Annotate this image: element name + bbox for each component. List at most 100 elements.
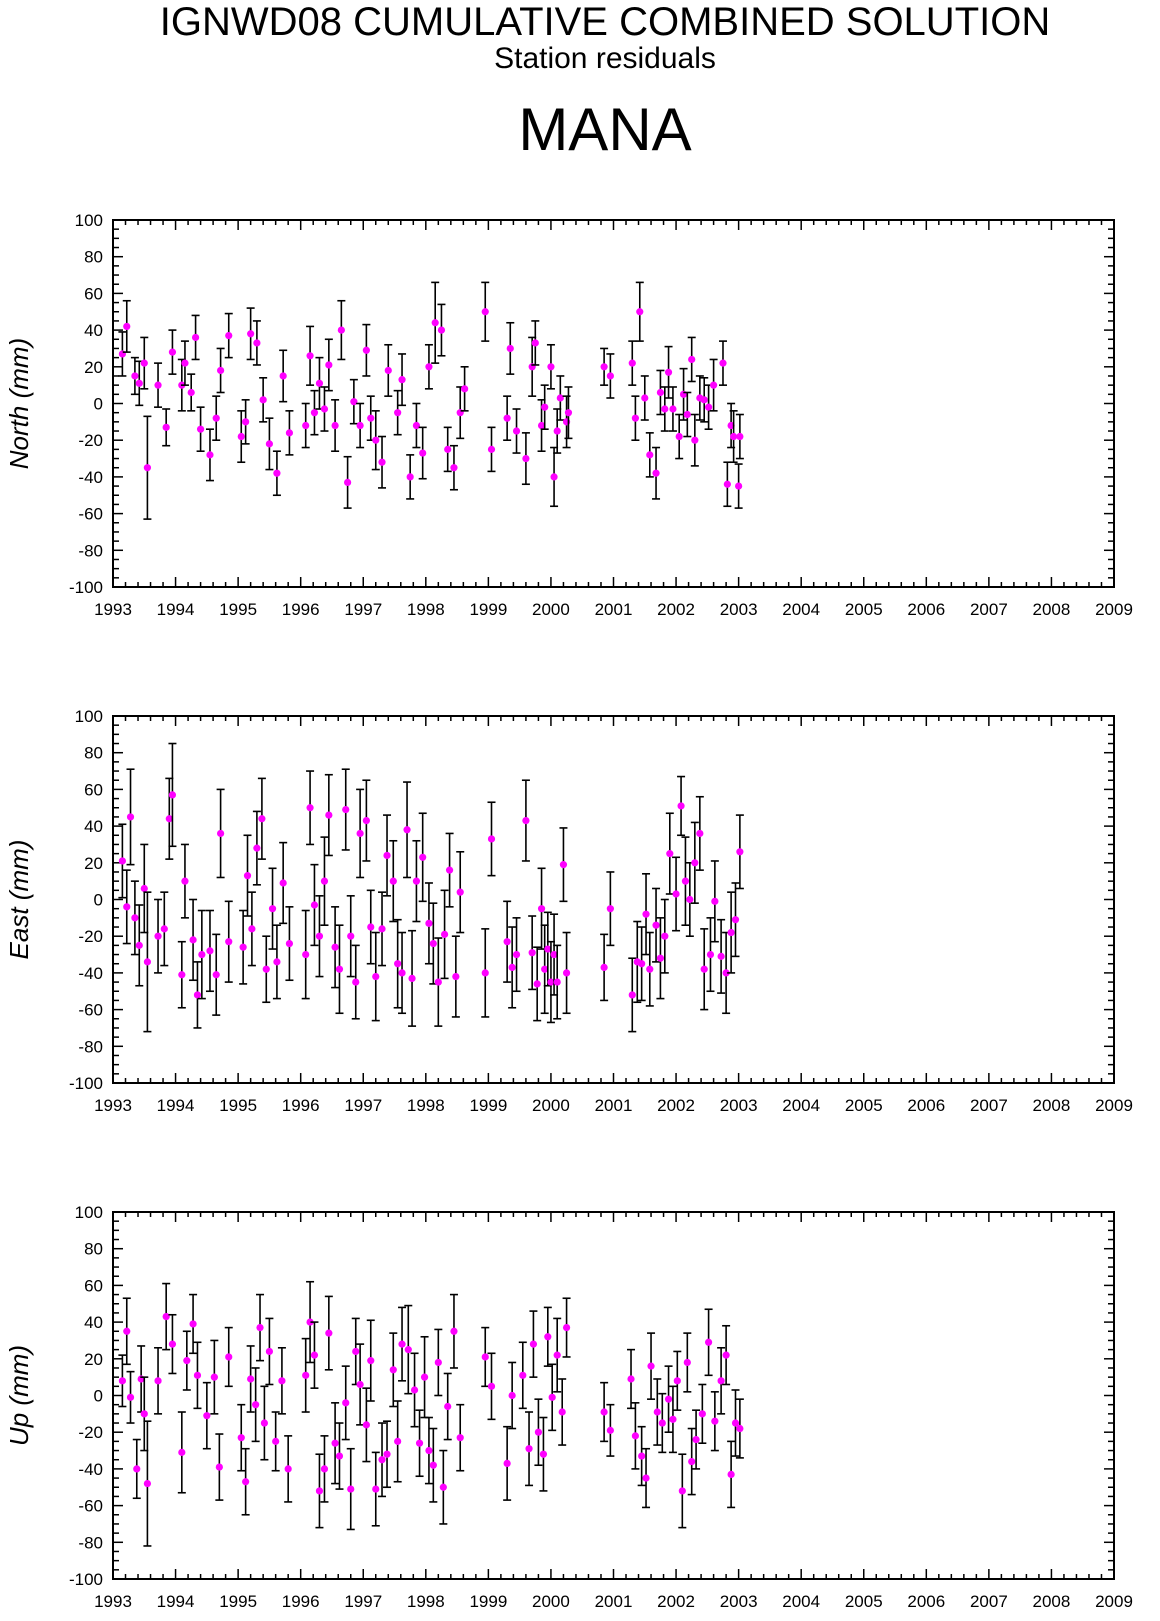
data-point — [631, 414, 639, 422]
x-tick-label: 2003 — [720, 600, 758, 619]
data-point — [406, 473, 414, 481]
x-tick-label: 2000 — [532, 1096, 570, 1115]
data-point — [279, 372, 287, 380]
data-point — [429, 939, 437, 948]
data-point — [722, 969, 730, 977]
data-point — [704, 403, 713, 411]
data-point — [352, 1347, 360, 1356]
data-point — [700, 396, 708, 404]
data-point — [350, 398, 358, 406]
data-point — [420, 1373, 429, 1381]
data-point — [133, 1465, 141, 1473]
data-point — [691, 436, 699, 444]
y-tick-label: -40 — [78, 1460, 103, 1479]
data-point — [356, 1380, 364, 1389]
y-tick-label: -80 — [78, 1533, 103, 1552]
data-point — [508, 1391, 516, 1400]
data-point — [553, 427, 561, 435]
data-point — [704, 1338, 713, 1346]
x-tick-label: 2005 — [845, 1096, 883, 1115]
data-point — [698, 1410, 706, 1418]
data-point — [429, 1461, 437, 1469]
data-point — [183, 1357, 191, 1365]
x-tick-label: 1993 — [94, 1592, 132, 1611]
data-point — [528, 949, 536, 957]
data-point — [273, 958, 281, 966]
data-point — [272, 1437, 280, 1445]
data-point — [723, 480, 731, 488]
data-point — [656, 388, 665, 397]
x-tick-label: 1999 — [469, 600, 507, 619]
data-point — [337, 326, 345, 334]
data-point — [165, 815, 173, 823]
data-point — [342, 1399, 350, 1407]
data-point — [646, 965, 654, 973]
data-point — [279, 879, 287, 887]
data-point — [389, 1366, 397, 1374]
data-point — [539, 1450, 548, 1458]
data-point — [394, 1437, 402, 1445]
data-point — [445, 866, 454, 874]
y-axis-label: North (mm) — [4, 338, 34, 469]
data-point — [325, 1329, 333, 1337]
data-point — [636, 308, 644, 316]
data-point — [160, 925, 168, 933]
data-point — [178, 1448, 186, 1456]
data-point — [646, 451, 654, 459]
data-point — [242, 1478, 250, 1486]
data-point — [412, 421, 421, 430]
data-point — [362, 346, 370, 354]
data-point — [237, 432, 245, 441]
x-tick-label: 1998 — [407, 600, 445, 619]
data-point — [631, 1432, 639, 1440]
data-point — [444, 1402, 452, 1411]
y-tick-label: -20 — [78, 927, 103, 946]
data-point — [262, 965, 270, 973]
x-tick-label: 2002 — [657, 600, 695, 619]
data-point — [736, 1424, 744, 1433]
data-point — [123, 322, 131, 331]
data-point — [531, 339, 539, 347]
data-point — [302, 950, 310, 959]
y-tick-label: 0 — [94, 395, 103, 414]
data-point — [547, 363, 555, 371]
data-point — [285, 939, 294, 948]
data-point — [731, 916, 740, 924]
data-point — [736, 848, 744, 856]
data-point — [210, 1373, 218, 1381]
data-point — [727, 1470, 735, 1479]
data-point — [669, 1415, 677, 1423]
chart-subtitle: Station residuals — [494, 42, 716, 75]
data-point — [606, 1426, 614, 1434]
data-point — [225, 1353, 233, 1361]
data-point — [419, 449, 427, 457]
data-point — [664, 368, 673, 376]
data-point — [168, 791, 177, 799]
data-point — [383, 851, 391, 860]
data-point — [302, 1371, 310, 1379]
y-axis-label: Up (mm) — [4, 1345, 34, 1446]
data-point — [325, 811, 333, 819]
x-tick-label: 1998 — [407, 1592, 445, 1611]
data-point — [415, 1439, 424, 1447]
data-point — [315, 1487, 324, 1495]
data-point — [503, 938, 511, 946]
data-point — [434, 978, 442, 986]
data-point — [247, 1375, 255, 1383]
data-point — [378, 1456, 386, 1464]
data-point — [325, 361, 333, 369]
data-point — [508, 963, 516, 971]
data-point — [425, 1446, 433, 1455]
data-point — [259, 396, 267, 404]
x-tick-label: 2008 — [1033, 1592, 1071, 1611]
data-point — [320, 405, 329, 413]
data-point — [331, 1439, 339, 1447]
data-point — [481, 969, 489, 977]
data-point — [206, 947, 214, 955]
data-point — [315, 379, 324, 387]
data-point — [335, 965, 344, 973]
y-tick-label: -40 — [78, 468, 103, 487]
data-series — [118, 742, 744, 1033]
data-point — [404, 1346, 412, 1354]
x-tick-label: 1997 — [344, 1096, 382, 1115]
